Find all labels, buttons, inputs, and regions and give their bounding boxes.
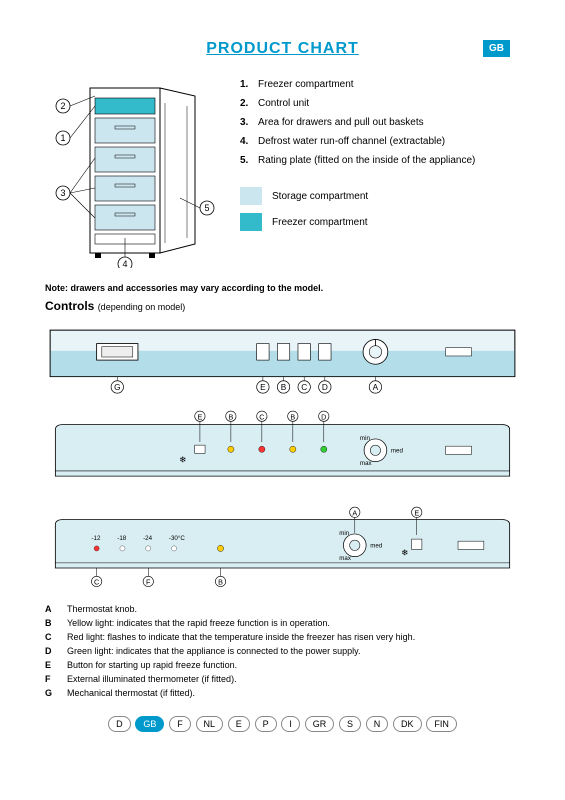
svg-text:D: D <box>322 383 328 392</box>
lang-nl[interactable]: NL <box>196 716 224 732</box>
svg-text:4: 4 <box>122 259 127 268</box>
storage-swatch <box>240 187 262 205</box>
svg-text:2: 2 <box>60 101 65 111</box>
svg-text:C: C <box>301 383 307 392</box>
svg-text:-18: -18 <box>117 535 127 542</box>
svg-text:C: C <box>94 577 99 586</box>
svg-text:-24: -24 <box>143 535 153 542</box>
freezer-label: Freezer compartment <box>272 217 368 228</box>
definitions-list: AThermostat knob. BYellow light: indicat… <box>45 604 520 698</box>
svg-text:❄: ❄ <box>179 456 186 465</box>
lang-gb[interactable]: GB <box>135 716 164 732</box>
definition-text: Thermostat knob. <box>67 604 137 614</box>
appliance-diagram: 1 2 3 4 5 <box>45 78 225 268</box>
svg-text:B: B <box>290 413 295 422</box>
svg-text:❄: ❄ <box>401 549 408 558</box>
control-panel-2: E B C B D ❄ min med max <box>45 409 520 492</box>
svg-text:med: med <box>391 448 404 455</box>
svg-text:C: C <box>259 413 264 422</box>
svg-text:med: med <box>370 542 383 549</box>
svg-text:-30°C: -30°C <box>169 535 185 542</box>
lang-s[interactable]: S <box>339 716 361 732</box>
part-number: 1. <box>240 78 252 91</box>
color-legend: Storage compartment Freezer compartment <box>240 187 520 231</box>
control-panel-1: G E B C D A <box>45 325 520 397</box>
svg-text:1: 1 <box>60 133 65 143</box>
svg-text:D: D <box>321 413 326 422</box>
lang-n[interactable]: N <box>366 716 389 732</box>
lang-p[interactable]: P <box>255 716 277 732</box>
svg-text:G: G <box>114 383 120 392</box>
svg-text:5: 5 <box>204 203 209 213</box>
lang-d[interactable]: D <box>108 716 131 732</box>
lang-i[interactable]: I <box>281 716 300 732</box>
svg-text:E: E <box>197 413 202 422</box>
svg-text:E: E <box>414 508 419 517</box>
language-selector: D GB F NL E P I GR S N DK FIN <box>45 716 520 732</box>
svg-text:B: B <box>281 383 287 392</box>
freezer-swatch <box>240 213 262 231</box>
svg-text:min: min <box>339 530 350 537</box>
control-panel-3: A E -12 -18 -24 -30°C min med max ❄ <box>45 504 520 592</box>
svg-text:A: A <box>373 383 379 392</box>
svg-text:-12: -12 <box>91 535 101 542</box>
svg-text:max: max <box>339 555 352 562</box>
lang-e[interactable]: E <box>228 716 250 732</box>
svg-text:E: E <box>260 383 266 392</box>
model-note: Note: drawers and accessories may vary a… <box>45 283 520 293</box>
page-title: PRODUCT CHART <box>206 40 359 57</box>
svg-text:B: B <box>228 413 233 422</box>
svg-text:min: min <box>360 435 371 442</box>
lang-fin[interactable]: FIN <box>426 716 457 732</box>
part-text: Freezer compartment <box>258 78 354 91</box>
svg-text:A: A <box>352 508 357 517</box>
svg-text:max: max <box>360 460 373 467</box>
lang-gr[interactable]: GR <box>305 716 335 732</box>
svg-text:B: B <box>218 577 223 586</box>
svg-text:3: 3 <box>60 188 65 198</box>
language-badge: GB <box>483 40 510 57</box>
lang-f[interactable]: F <box>169 716 191 732</box>
lang-dk[interactable]: DK <box>393 716 422 732</box>
svg-text:F: F <box>146 577 151 586</box>
page-header: PRODUCT CHART GB <box>45 40 520 58</box>
controls-heading: Controls (depending on model) <box>45 299 520 313</box>
parts-list: 1.Freezer compartment 2.Control unit 3.A… <box>240 78 520 167</box>
storage-label: Storage compartment <box>272 191 368 202</box>
